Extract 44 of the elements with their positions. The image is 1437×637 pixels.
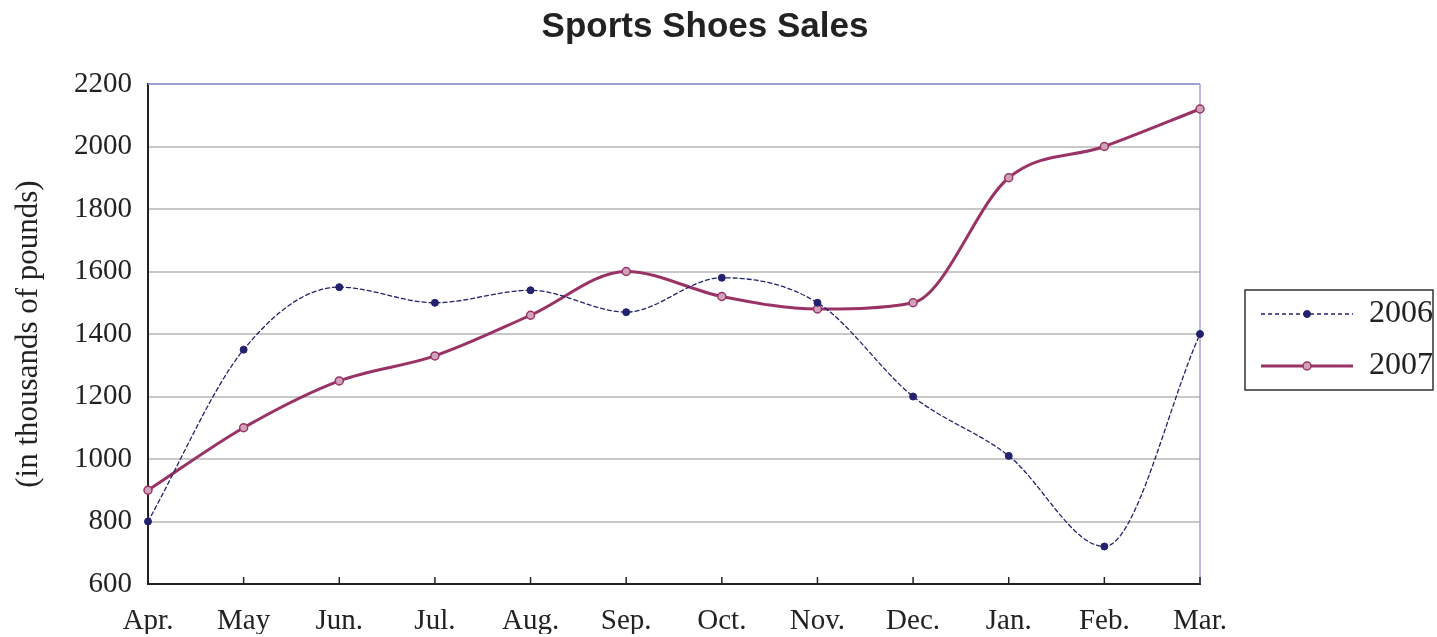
x-tick-label: Dec.	[886, 603, 941, 636]
point	[1100, 542, 1109, 551]
y-tick-label: 1400	[74, 315, 132, 348]
point	[717, 273, 726, 282]
point	[334, 376, 345, 386]
point	[238, 423, 249, 433]
chart-title: Sports Shoes Sales	[541, 4, 869, 44]
y-axis-title: (in thousands of pounds)	[8, 180, 44, 488]
point	[430, 298, 439, 307]
y-tick-label: 1200	[74, 378, 132, 411]
y-tick-label: 800	[88, 503, 132, 536]
point	[144, 517, 152, 526]
x-tick-label: Mar.	[1173, 603, 1227, 636]
legend-label: 2006	[1369, 293, 1433, 330]
point	[1003, 173, 1014, 183]
x-tick-label: Jun.	[315, 603, 364, 636]
point	[1099, 141, 1110, 152]
point	[525, 310, 536, 320]
y-tick-label: 600	[88, 565, 132, 598]
point	[1004, 451, 1013, 460]
x-tick-label: Jan.	[985, 603, 1032, 636]
point	[239, 345, 248, 354]
point	[621, 266, 631, 277]
point	[526, 286, 535, 295]
point	[717, 291, 727, 302]
point	[143, 485, 153, 495]
point	[622, 308, 631, 317]
y-tick-label: 1600	[74, 253, 132, 286]
y-tick-label: 1800	[74, 190, 132, 223]
x-tick-label: Nov.	[789, 603, 846, 636]
y-tick-label: 2200	[74, 65, 132, 98]
point	[1195, 104, 1205, 114]
point	[908, 298, 918, 308]
x-tick-label: Feb.	[1078, 603, 1130, 636]
point	[1196, 330, 1204, 338]
x-tick-label: Jul.	[414, 603, 456, 636]
x-tick-label: Oct.	[697, 603, 747, 636]
point	[909, 392, 918, 401]
legend-label: 2007	[1369, 345, 1433, 382]
y-tick-label: 2000	[74, 128, 132, 161]
y-tick-label: 1000	[74, 440, 132, 473]
point	[813, 298, 822, 307]
point	[335, 283, 344, 292]
point	[430, 351, 440, 361]
